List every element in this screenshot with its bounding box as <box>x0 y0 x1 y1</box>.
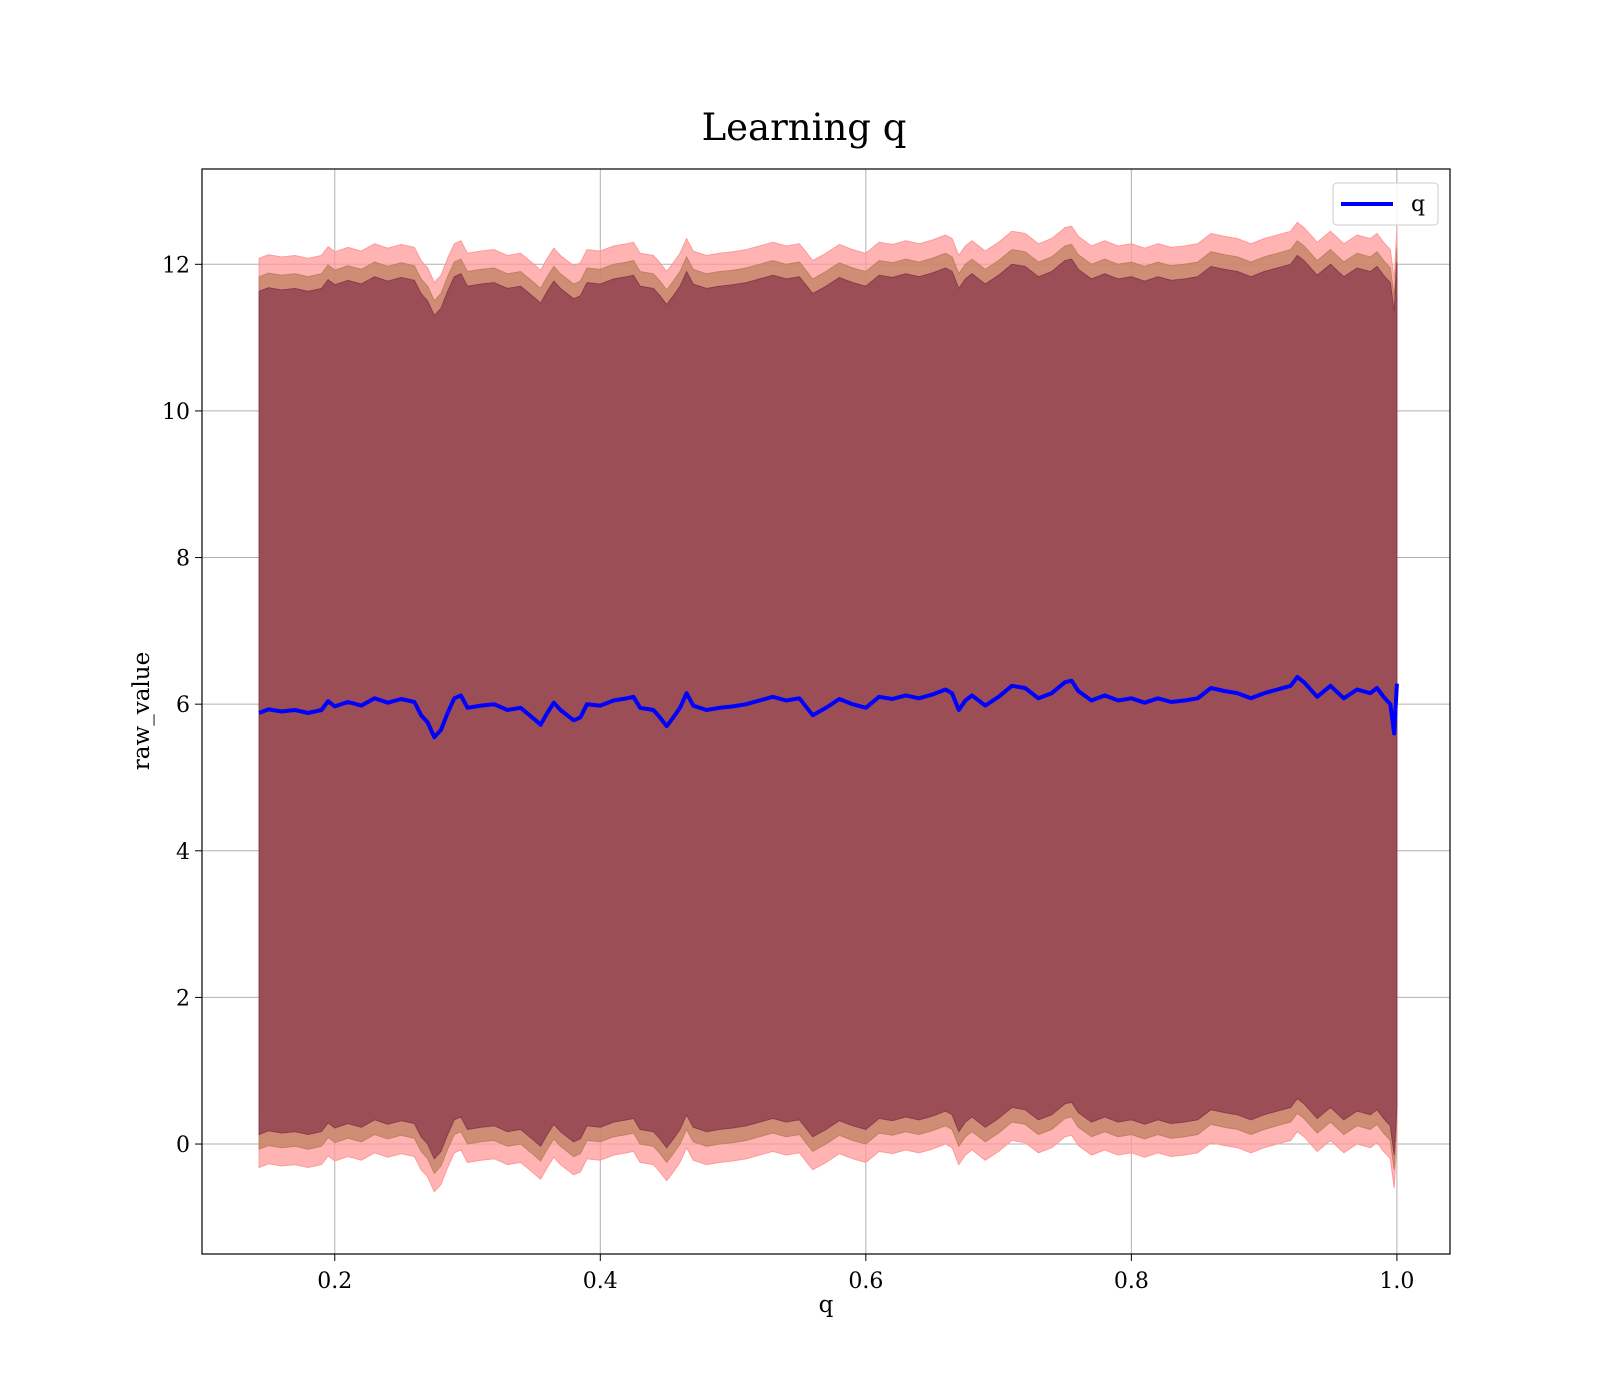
chart-title: Learning q <box>702 106 907 149</box>
legend: q <box>1332 182 1439 226</box>
y-tick-label: 12 <box>162 253 190 278</box>
y-axis-label: raw_value <box>129 652 155 770</box>
y-axis-ticks: 0 2 4 6 8 10 12 <box>162 253 202 1158</box>
x-axis-label: q <box>819 1292 834 1318</box>
x-tick-label: 0.2 <box>317 1269 352 1294</box>
legend-label-q: q <box>1411 192 1425 217</box>
series-lines <box>258 675 1399 740</box>
y-tick-label: 8 <box>176 547 190 572</box>
x-axis-ticks: 0.2 0.4 0.6 0.8 1.0 <box>317 1254 1414 1294</box>
x-tick-label: 0.6 <box>848 1269 883 1294</box>
y-tick-label: 2 <box>176 986 190 1011</box>
y-tick-label: 10 <box>162 400 190 425</box>
y-tick-label: 4 <box>176 840 190 865</box>
x-tick-label: 0.4 <box>583 1269 618 1294</box>
y-tick-label: 6 <box>176 693 190 718</box>
plot-frame <box>201 168 1451 1255</box>
x-tick-label: 1.0 <box>1379 1269 1414 1294</box>
y-tick-label: 0 <box>176 1133 190 1158</box>
series-line-q <box>258 675 1399 740</box>
x-tick-label: 0.8 <box>1114 1269 1149 1294</box>
